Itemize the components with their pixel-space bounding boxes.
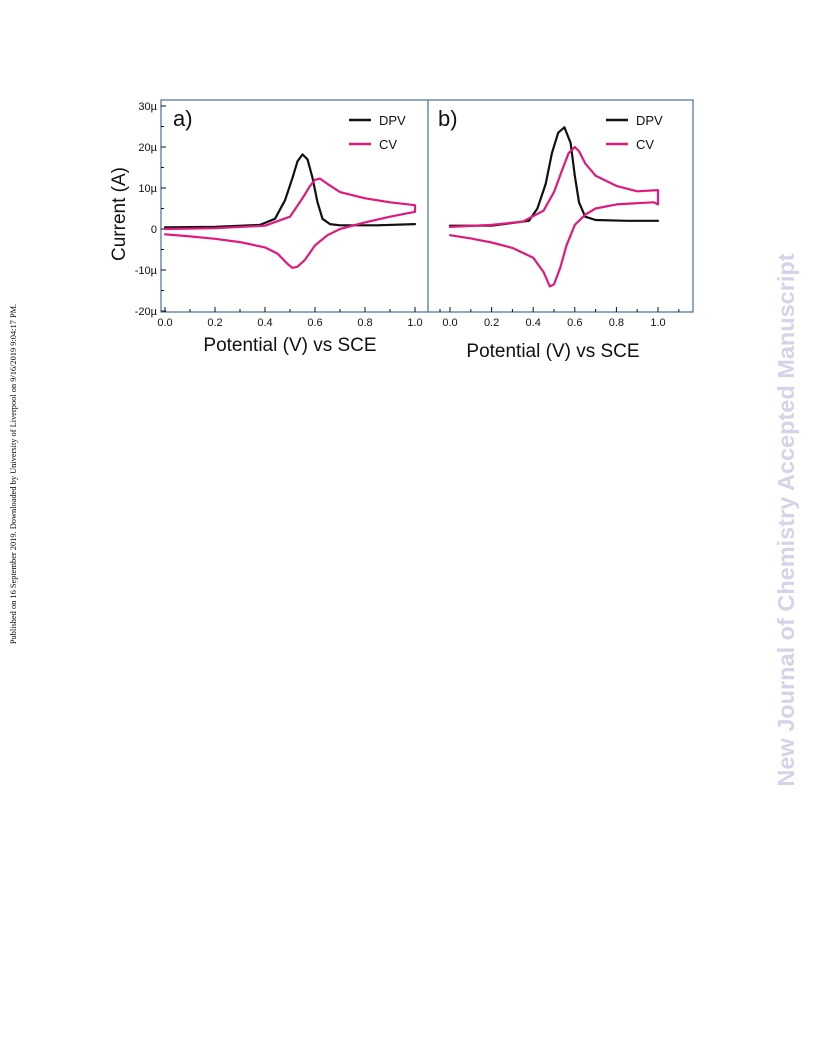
y-tick-label: -20µ: [135, 306, 158, 318]
panel-a: 30µ 20µ 10µ 0 -10µ -20µ Current (A) 0.0 0.2 0.4 0.…: [109, 101, 441, 356]
series-line-dpv: [163, 153, 417, 229]
x-tick-label: 1.0: [407, 317, 422, 329]
x-tick-label: 0.2: [207, 317, 222, 329]
x-axis-label: Potential (V) vs SCE: [466, 341, 639, 362]
x-tick-label: 0.4: [526, 317, 541, 329]
x-tick-label: 0.6: [307, 317, 322, 329]
y-tick-label: 30µ: [138, 101, 157, 113]
y-tick-label: 10µ: [138, 183, 157, 195]
legend-label-dpv: DPV: [379, 113, 406, 128]
series-line-cv: [448, 145, 660, 288]
x-tick-label: 1.0: [650, 317, 665, 329]
y-tick-label: 20µ: [138, 142, 157, 154]
series-line-cv: [163, 177, 417, 269]
x-tick-label: 0.2: [484, 317, 499, 329]
y-tick-label: 0: [151, 224, 157, 236]
panel-b: 0.0 0.2 0.4 0.6 0.8 1.0 Potential (V) vs SCE b)…: [438, 106, 680, 362]
series-line-dpv: [448, 126, 660, 227]
figure-frame: [160, 99, 694, 313]
x-axis-label: Potential (V) vs SCE: [203, 335, 376, 356]
panel-label: b): [438, 106, 458, 131]
x-tick-label: 0.8: [609, 317, 624, 329]
x-tick-label: 0.4: [257, 317, 272, 329]
y-axis-label: Current (A): [109, 167, 130, 261]
x-tick-label: 0.0: [157, 317, 172, 329]
x-tick-label: 0.6: [567, 317, 582, 329]
y-tick-label: -10µ: [135, 265, 158, 277]
x-tick-label: 0.0: [442, 317, 457, 329]
panel-label: a): [173, 106, 193, 131]
x-tick-label: 0.8: [357, 317, 372, 329]
legend-label-dpv: DPV: [636, 113, 663, 128]
legend-label-cv: CV: [379, 137, 397, 152]
legend-label-cv: CV: [636, 137, 654, 152]
